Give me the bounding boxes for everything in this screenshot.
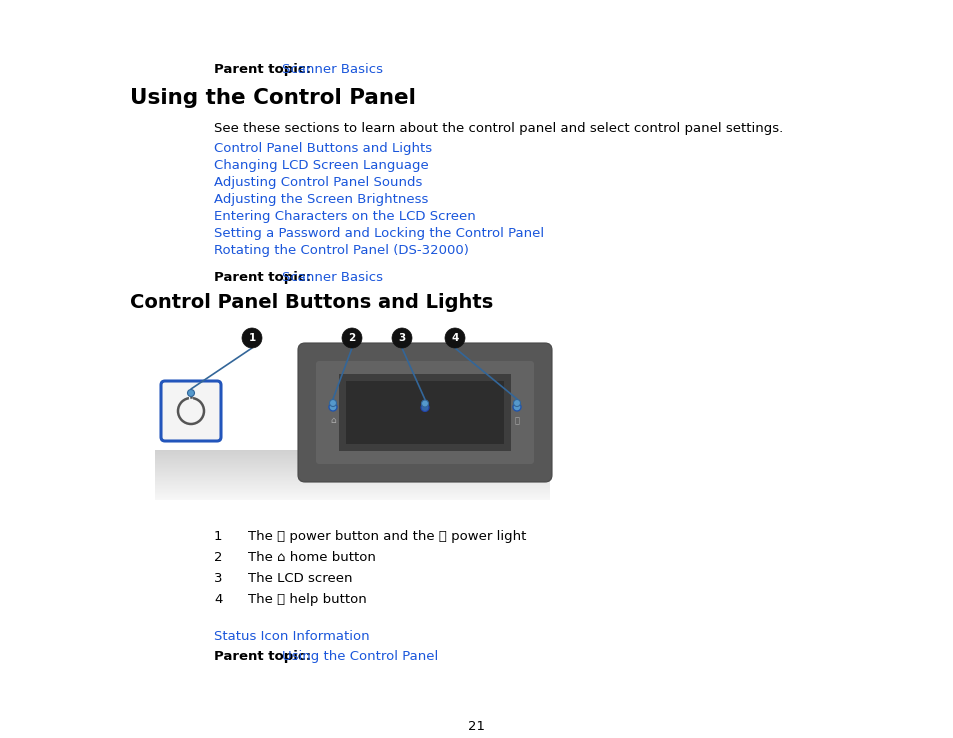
- Bar: [154, 449, 550, 451]
- Bar: [154, 480, 550, 481]
- Text: Entering Characters on the LCD Screen: Entering Characters on the LCD Screen: [213, 210, 476, 223]
- Bar: [154, 475, 550, 476]
- Bar: [154, 476, 550, 477]
- Text: Status Icon Information: Status Icon Information: [213, 630, 369, 643]
- FancyBboxPatch shape: [315, 361, 534, 464]
- Circle shape: [444, 328, 464, 348]
- Text: Adjusting Control Panel Sounds: Adjusting Control Panel Sounds: [213, 176, 422, 189]
- Bar: [154, 477, 550, 478]
- Bar: [154, 459, 550, 460]
- Bar: [154, 494, 550, 495]
- Text: Control Panel Buttons and Lights: Control Panel Buttons and Lights: [130, 293, 493, 312]
- Text: Control Panel Buttons and Lights: Control Panel Buttons and Lights: [213, 142, 432, 155]
- Bar: [154, 483, 550, 484]
- Text: Parent topic:: Parent topic:: [213, 271, 315, 284]
- Bar: [154, 486, 550, 487]
- Text: Parent topic:: Parent topic:: [213, 63, 315, 76]
- Bar: [154, 452, 550, 453]
- Bar: [154, 468, 550, 469]
- Text: 21: 21: [468, 720, 485, 733]
- Bar: [154, 453, 550, 454]
- Bar: [338, 374, 511, 451]
- Bar: [154, 496, 550, 497]
- Bar: [154, 477, 550, 479]
- Bar: [154, 494, 550, 496]
- Text: Changing LCD Screen Language: Changing LCD Screen Language: [213, 159, 428, 172]
- Text: Setting a Password and Locking the Control Panel: Setting a Password and Locking the Contr…: [213, 227, 543, 240]
- Bar: [154, 454, 550, 455]
- Text: The LCD screen: The LCD screen: [248, 572, 352, 585]
- Circle shape: [329, 399, 336, 407]
- Text: Using the Control Panel: Using the Control Panel: [130, 88, 416, 108]
- FancyBboxPatch shape: [161, 381, 221, 441]
- Text: Scanner Basics: Scanner Basics: [282, 63, 382, 76]
- Circle shape: [513, 399, 520, 407]
- Text: 1: 1: [248, 333, 255, 343]
- Text: The ⌂ home button: The ⌂ home button: [248, 551, 375, 564]
- Bar: [154, 463, 550, 464]
- Circle shape: [421, 400, 428, 407]
- Bar: [154, 469, 550, 470]
- Text: 4: 4: [451, 333, 458, 343]
- Bar: [154, 489, 550, 490]
- FancyBboxPatch shape: [297, 343, 552, 482]
- Bar: [154, 465, 550, 466]
- Bar: [154, 474, 550, 475]
- Text: 2: 2: [213, 551, 222, 564]
- Bar: [154, 479, 550, 480]
- Bar: [154, 498, 550, 499]
- Text: Scanner Basics: Scanner Basics: [282, 271, 382, 284]
- Bar: [154, 484, 550, 485]
- Bar: [154, 457, 550, 458]
- Text: ⓘ: ⓘ: [514, 416, 519, 425]
- Circle shape: [329, 403, 336, 411]
- Bar: [154, 456, 550, 457]
- Text: 1: 1: [213, 530, 222, 543]
- Bar: [154, 471, 550, 472]
- Bar: [154, 467, 550, 468]
- Bar: [154, 463, 550, 465]
- Circle shape: [242, 328, 262, 348]
- Bar: [154, 455, 550, 456]
- Bar: [154, 451, 550, 452]
- Circle shape: [188, 390, 194, 396]
- Bar: [154, 490, 550, 491]
- Bar: [154, 488, 550, 489]
- Bar: [154, 491, 550, 492]
- Bar: [154, 458, 550, 459]
- Text: 3: 3: [398, 333, 405, 343]
- Bar: [154, 473, 550, 474]
- Text: 2: 2: [348, 333, 355, 343]
- Text: Parent topic:: Parent topic:: [213, 650, 315, 663]
- Bar: [154, 472, 550, 473]
- Circle shape: [341, 328, 361, 348]
- Text: 4: 4: [213, 593, 222, 606]
- Bar: [154, 487, 550, 488]
- Text: Adjusting the Screen Brightness: Adjusting the Screen Brightness: [213, 193, 428, 206]
- Text: Using the Control Panel: Using the Control Panel: [282, 650, 437, 663]
- Bar: [154, 499, 550, 500]
- Text: See these sections to learn about the control panel and select control panel set: See these sections to learn about the co…: [213, 122, 782, 135]
- Bar: [154, 492, 550, 493]
- Circle shape: [513, 403, 520, 411]
- Circle shape: [392, 328, 412, 348]
- Text: ⌂: ⌂: [330, 416, 335, 425]
- Bar: [154, 466, 550, 467]
- Bar: [154, 470, 550, 471]
- Bar: [154, 493, 550, 494]
- Text: Rotating the Control Panel (DS-32000): Rotating the Control Panel (DS-32000): [213, 244, 468, 257]
- Bar: [154, 485, 550, 486]
- Text: 3: 3: [213, 572, 222, 585]
- Text: The ⏽ power button and the ⏽ power light: The ⏽ power button and the ⏽ power light: [248, 530, 526, 543]
- Bar: [154, 462, 550, 463]
- Bar: [154, 497, 550, 498]
- Bar: [154, 461, 550, 462]
- Bar: [154, 482, 550, 483]
- Text: The ⓘ help button: The ⓘ help button: [248, 593, 366, 606]
- Bar: [154, 480, 550, 482]
- Bar: [154, 460, 550, 461]
- Circle shape: [420, 404, 429, 412]
- Bar: [346, 381, 503, 444]
